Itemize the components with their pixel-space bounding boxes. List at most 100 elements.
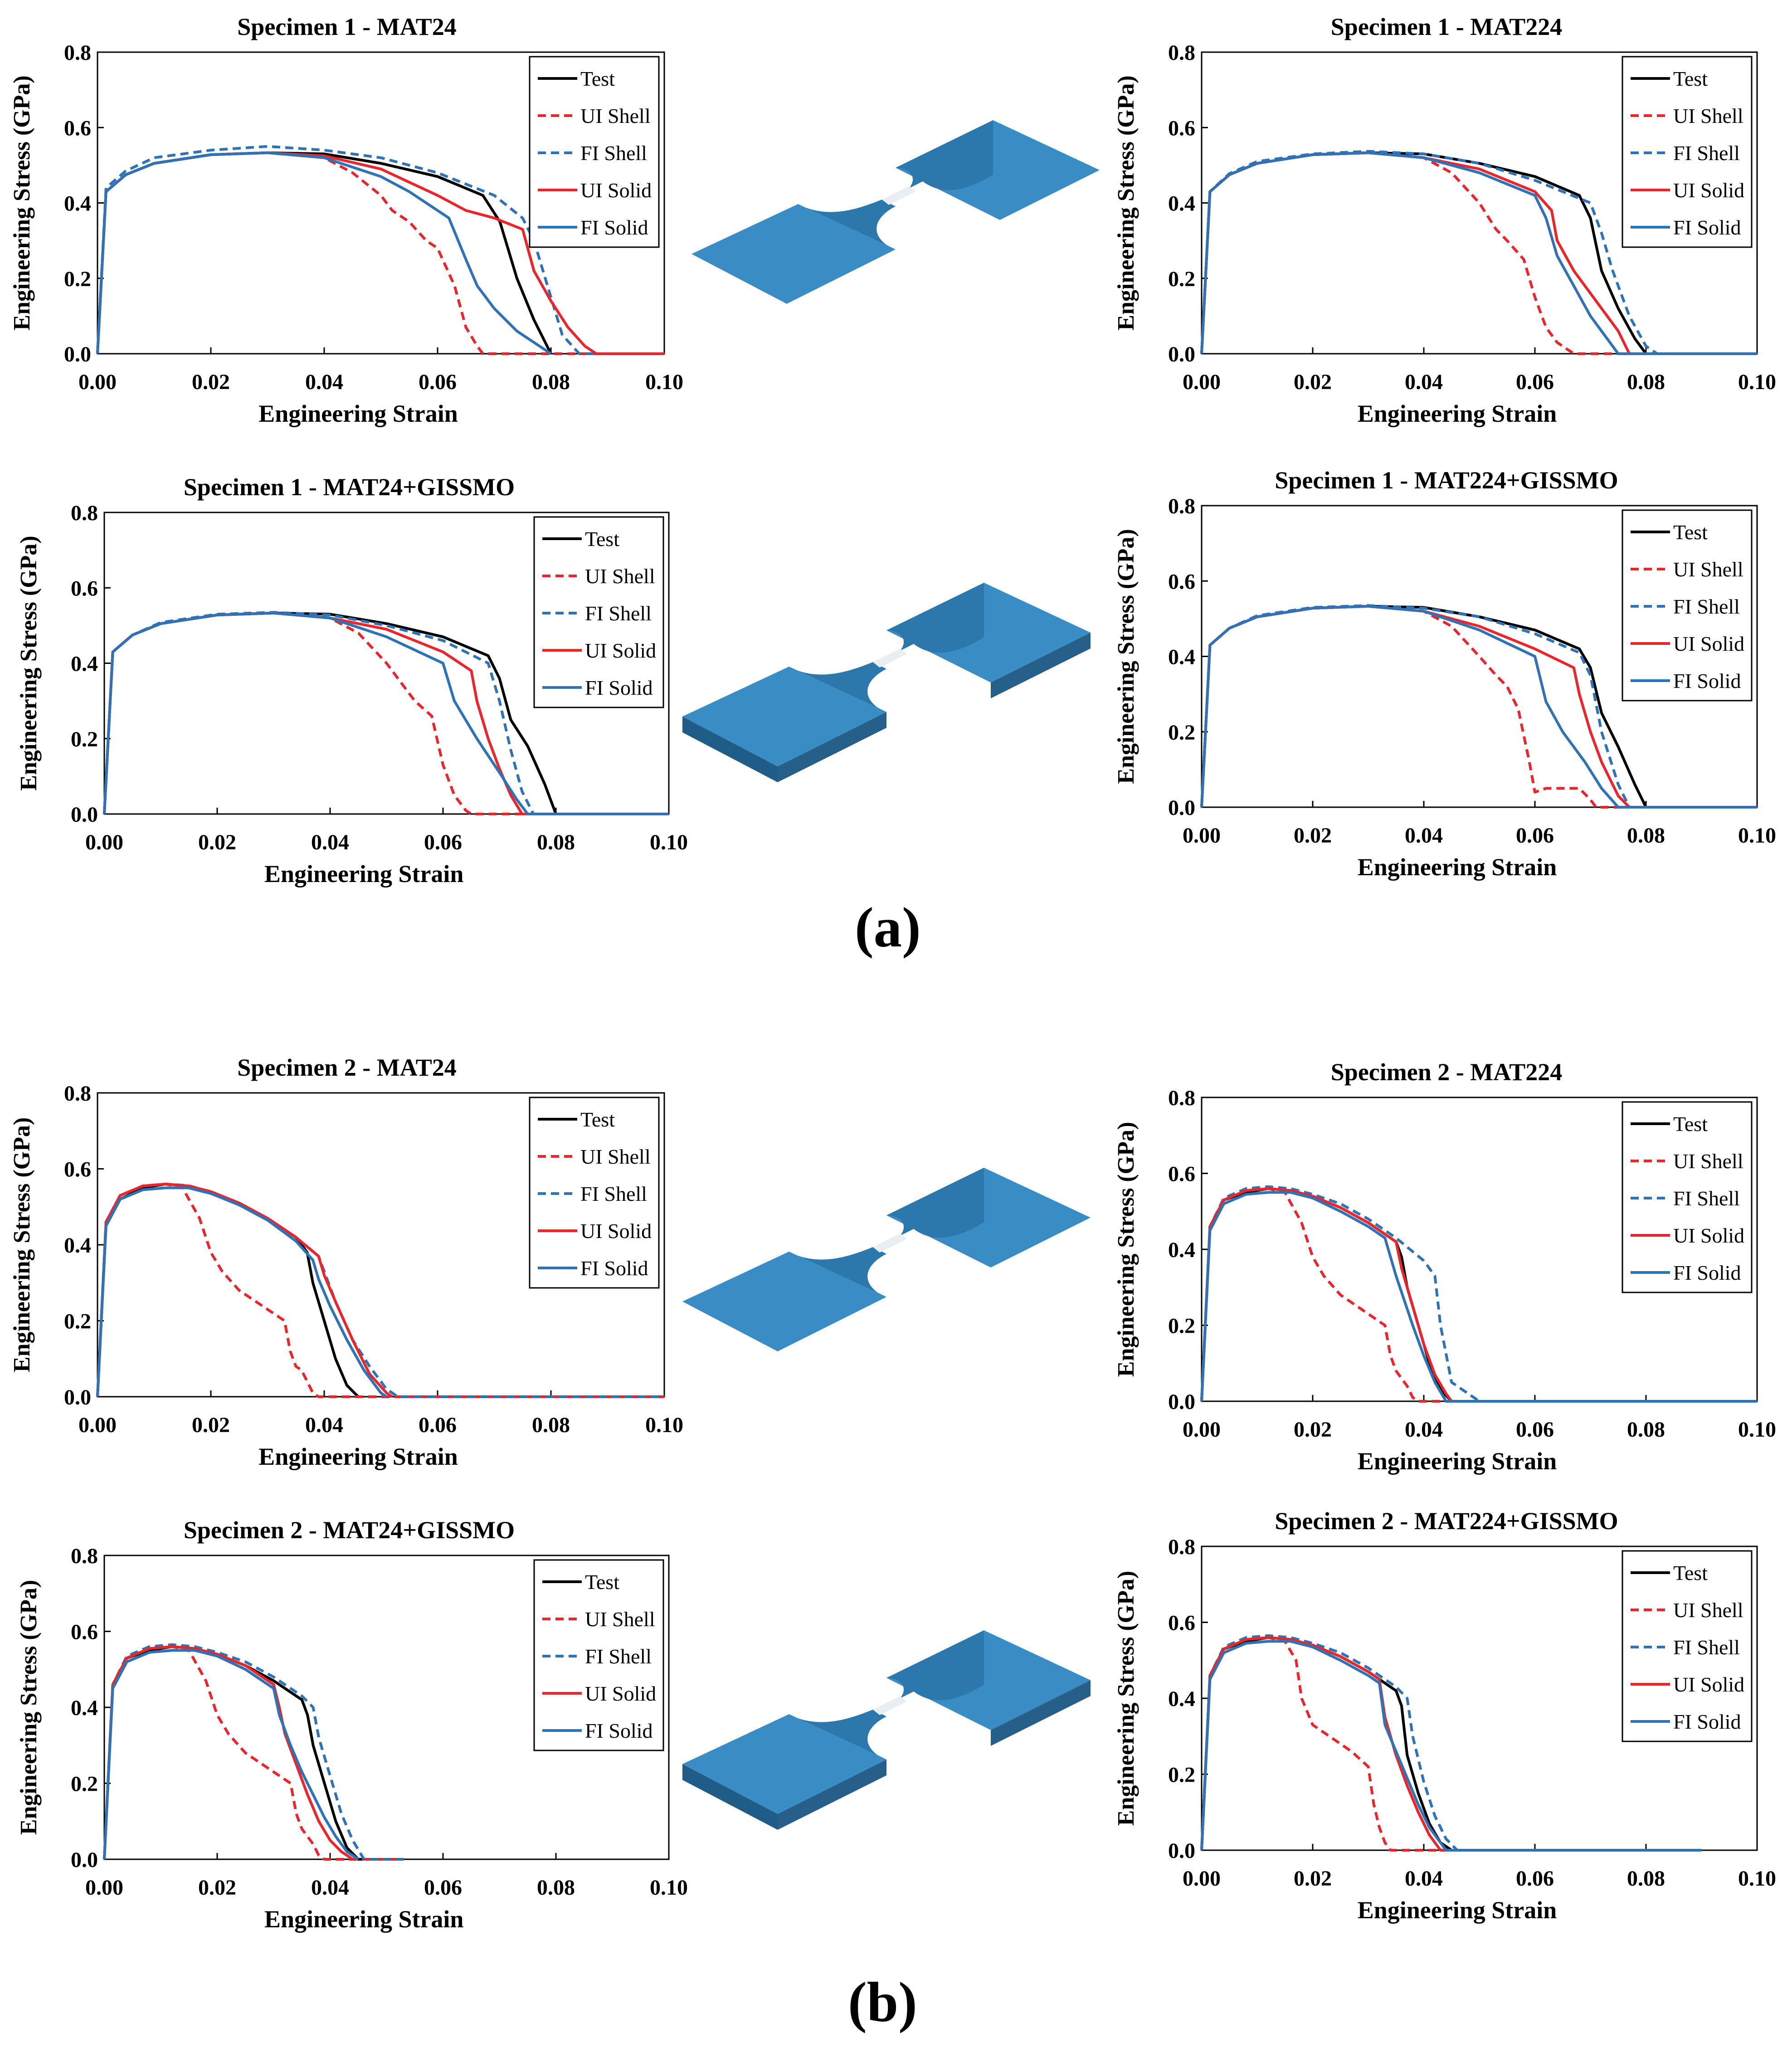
legend-label-ui-shell: UI Shell <box>1673 558 1743 581</box>
y-tick-label: 0.8 <box>64 41 91 65</box>
y-tick-label: 0.6 <box>1168 116 1195 140</box>
x-tick-label: 0.06 <box>419 370 457 394</box>
legend-label-fi-shell: FI Shell <box>1673 595 1740 618</box>
y-tick-label: 0.0 <box>64 342 91 366</box>
legend-label-fi-solid: FI Solid <box>585 1719 653 1742</box>
y-tick-label: 0.2 <box>1168 267 1195 291</box>
x-tick-label: 0.10 <box>650 1876 688 1900</box>
legend-label-ui-solid: UI Solid <box>585 639 656 662</box>
series-line-ui-solid <box>103 1645 354 1861</box>
chart-title: Specimen 2 - MAT24 <box>237 1054 456 1081</box>
series-line-fi-solid <box>1200 1191 1757 1403</box>
legend-label-fi-solid: FI Solid <box>585 676 653 699</box>
y-axis-label: Engineering Stress (GPa) <box>1113 1122 1139 1377</box>
series-line-fi-shell <box>1200 150 1757 355</box>
y-tick-label: 0.2 <box>71 727 98 751</box>
x-tick-label: 0.08 <box>532 1413 570 1437</box>
legend-label-fi-solid: FI Solid <box>1673 216 1741 239</box>
legend-label-test: Test <box>1673 67 1708 90</box>
chart-specimen-2-mat224: Specimen 2 - MAT224 0.0 0.2 0.4 0.6 0.8 0.00 0.… <box>1113 1058 1776 1475</box>
specimen-fracture-gap <box>882 186 916 205</box>
y-tick-label: 0.8 <box>71 1544 98 1568</box>
series-line-fi-solid <box>1200 151 1757 355</box>
specimen-gauge-lower <box>789 1710 886 1760</box>
series-line-fi-solid <box>103 1649 359 1861</box>
y-tick-label: 0.2 <box>64 267 91 291</box>
x-axis-label: Engineering Strain <box>1358 1448 1557 1475</box>
x-tick-label: 0.08 <box>1627 1867 1665 1891</box>
specimen-gauge-lower <box>789 662 886 712</box>
y-tick-label: 0.6 <box>71 576 98 600</box>
y-tick-label: 0.6 <box>1168 570 1195 594</box>
chart-title: Specimen 2 - MAT24+GISSMO <box>184 1516 515 1544</box>
x-tick-label: 0.02 <box>192 1413 230 1437</box>
legend-label-fi-solid: FI Solid <box>580 1257 648 1280</box>
specimen-tab-lower <box>682 1714 886 1814</box>
y-tick-label: 0.8 <box>1168 41 1195 65</box>
x-tick-label: 0.00 <box>1183 1867 1221 1891</box>
legend-label-fi-shell: FI Shell <box>585 1645 652 1668</box>
chart-specimen-1-mat24: Specimen 1 - MAT24 0.0 0.2 0.4 0.6 0.8 0.00 0.0… <box>9 13 683 427</box>
specimen-gauge-upper <box>886 1630 984 1701</box>
panel-label-b: (b) <box>848 1971 917 2034</box>
y-tick-label: 0.2 <box>1168 1314 1195 1338</box>
legend-label-test: Test <box>1673 521 1708 544</box>
legend: Test UI Shell FI Shell UI Solid FI Solid <box>529 56 660 248</box>
specimen-tab-lower <box>682 1252 886 1351</box>
chart-specimen-2-mat24: Specimen 2 - MAT24 0.0 0.2 0.4 0.6 0.8 0.00 0.0… <box>9 1054 683 1470</box>
series-line-fi-solid <box>1200 604 1757 809</box>
specimen-tab-lower <box>691 204 896 304</box>
y-tick-label: 0.2 <box>71 1772 98 1796</box>
x-tick-label: 0.06 <box>1516 1867 1554 1891</box>
y-tick-label: 0.0 <box>1168 1839 1195 1863</box>
x-tick-label: 0.02 <box>192 370 230 394</box>
x-tick-label: 0.06 <box>424 830 462 854</box>
legend-label-ui-solid: UI Solid <box>585 1682 656 1705</box>
x-tick-label: 0.00 <box>1183 370 1221 394</box>
y-tick-label: 0.2 <box>1168 721 1195 745</box>
y-axis-label: Engineering Stress (GPa) <box>16 536 42 790</box>
specimen-edge <box>778 712 886 782</box>
legend: Test UI Shell FI Shell UI Solid FI Solid <box>1622 1550 1753 1742</box>
x-tick-label: 0.00 <box>85 1876 123 1900</box>
x-tick-label: 0.06 <box>1516 824 1554 848</box>
legend-label-ui-solid: UI Solid <box>1673 632 1744 655</box>
y-tick-label: 0.8 <box>64 1082 91 1106</box>
x-tick-label: 0.10 <box>1738 824 1776 848</box>
specimen-edge <box>682 717 778 782</box>
y-tick-label: 0.8 <box>71 501 98 525</box>
y-axis-label: Engineering Stress (GPa) <box>1113 529 1139 784</box>
y-tick-label: 0.6 <box>1168 1162 1195 1186</box>
legend-label-ui-shell: UI Shell <box>1673 104 1743 127</box>
series-line-fi-solid <box>103 611 669 815</box>
chart-title: Specimen 2 - MAT224+GISSMO <box>1275 1507 1618 1535</box>
series-line-fi-solid <box>1200 1640 1702 1852</box>
series-line-ui-shell <box>103 611 669 815</box>
x-tick-label: 0.04 <box>311 830 349 854</box>
specimen-illustration-2 <box>682 583 1091 782</box>
charts-layer: Specimen 1 - MAT24 0.0 0.2 0.4 0.6 0.8 0.00 0.0… <box>9 13 1776 1933</box>
specimen-gauge-upper <box>886 1168 984 1238</box>
x-tick-label: 0.10 <box>645 370 683 394</box>
series-line-fi-shell <box>103 1643 404 1861</box>
x-tick-label: 0.04 <box>311 1876 349 1900</box>
x-tick-label: 0.04 <box>1405 824 1443 848</box>
y-tick-label: 0.0 <box>1168 796 1195 820</box>
legend-label-fi-solid: FI Solid <box>1673 669 1741 692</box>
legend-label-fi-shell: FI Shell <box>580 1182 647 1205</box>
y-tick-label: 0.8 <box>1168 1535 1195 1559</box>
y-axis-label: Engineering Stress (GPa) <box>16 1580 42 1835</box>
specimen-illustration-3 <box>682 1168 1091 1351</box>
x-tick-label: 0.00 <box>78 370 117 394</box>
x-tick-label: 0.08 <box>537 830 575 854</box>
x-tick-label: 0.02 <box>1294 824 1332 848</box>
y-tick-label: 0.2 <box>64 1310 91 1334</box>
x-tick-label: 0.04 <box>305 370 343 394</box>
chart-specimen-1-mat24-gissmo: Specimen 1 - MAT24+GISSMO 0.0 0.2 0.4 0.6 0.8… <box>16 473 688 887</box>
x-tick-label: 0.00 <box>85 830 123 854</box>
specimen-fracture-gap <box>873 648 907 668</box>
chart-title: Specimen 2 - MAT224 <box>1331 1058 1562 1086</box>
series-line-ui-shell <box>1200 1636 1702 1852</box>
panel-label-a: (a) <box>855 897 921 959</box>
